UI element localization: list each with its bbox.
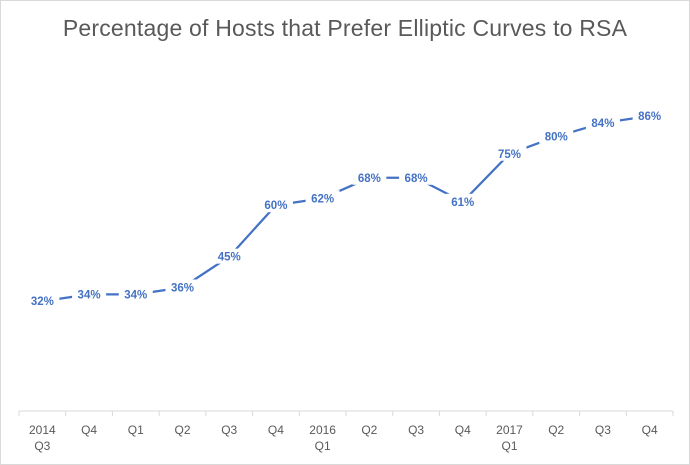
data-label-text: 36% [171, 283, 194, 295]
x-tick-label-line: Q2 [361, 423, 377, 437]
x-tick-label-line: Q3 [408, 423, 424, 437]
x-tick-label: Q2 [361, 423, 377, 437]
x-tick-label: 2014 Q3 [29, 423, 56, 453]
data-label-background [632, 108, 667, 124]
x-tick-label-line: Q1 [128, 423, 144, 437]
data-label: 36% [165, 279, 200, 295]
data-label-text: 75% [498, 149, 521, 161]
x-tick-label: Q4 [455, 423, 471, 437]
data-label-background [539, 128, 574, 144]
data-label-background [492, 145, 527, 161]
x-tick-label-line: Q3 [221, 423, 237, 437]
data-label-text: 86% [638, 111, 661, 123]
data-label: 80% [539, 128, 574, 144]
x-tick-label: 2016 Q1 [309, 423, 336, 453]
data-label-text: 80% [545, 132, 568, 144]
x-tick-label: Q2 [548, 423, 564, 437]
data-label: 34% [118, 286, 153, 302]
series-line [42, 114, 650, 303]
data-label: 86% [632, 108, 667, 124]
data-label-text: 61% [451, 197, 474, 209]
data-label-background [72, 286, 107, 302]
x-tick-label-line: Q3 [595, 423, 611, 437]
x-tick-label-line: 2014 [29, 423, 56, 437]
x-axis-ticks [18, 411, 674, 416]
data-label-background [25, 293, 60, 309]
x-tick-label-line: Q2 [174, 423, 190, 437]
data-label: 75% [492, 145, 527, 161]
data-label-background [212, 248, 247, 264]
data-label-text: 68% [358, 173, 381, 185]
x-axis-labels: 2014 Q3 Q4 Q1 Q2 Q3 Q4 2016 Q1 Q2 Q3 Q4 2017 Q1 Q2 Q3 Q4 [29, 423, 658, 453]
x-tick-label-line: 2016 [309, 423, 336, 437]
x-tick-label: Q4 [642, 423, 658, 437]
data-label-text: 32% [31, 296, 54, 308]
data-label-text: 62% [311, 193, 334, 205]
x-tick-label-line: Q4 [642, 423, 658, 437]
data-label: 68% [399, 169, 434, 185]
data-label: 61% [445, 193, 480, 209]
x-tick-label-line: 2017 [496, 423, 523, 437]
x-tick-label-line: Q4 [81, 423, 97, 437]
x-tick-label: 2017 Q1 [496, 423, 523, 453]
data-label: 68% [352, 169, 387, 185]
x-tick-label: Q4 [268, 423, 284, 437]
x-tick-label-line: Q4 [455, 423, 471, 437]
data-label-background [445, 193, 480, 209]
x-tick-label-line: Q1 [501, 439, 517, 453]
data-label: 84% [585, 114, 620, 130]
data-labels: 32% 34% 34% 36% 45% 60% 62% 68% 68% 61% 75% 80% 84% 8… [25, 108, 667, 309]
data-label: 62% [305, 190, 340, 206]
x-tick-label: Q1 [128, 423, 144, 437]
data-label-background [118, 286, 153, 302]
x-tick-label: Q4 [81, 423, 97, 437]
data-label: 32% [25, 293, 60, 309]
data-label-text: 45% [218, 252, 241, 264]
x-tick-label: Q3 [221, 423, 237, 437]
data-label: 60% [258, 197, 293, 213]
x-tick-label-line: Q2 [548, 423, 564, 437]
data-label-background [585, 114, 620, 130]
x-tick-label: Q2 [174, 423, 190, 437]
data-label-text: 34% [78, 289, 101, 301]
data-label-background [165, 279, 200, 295]
x-tick-label-line: Q4 [268, 423, 284, 437]
data-label-background [399, 169, 434, 185]
data-label-text: 84% [591, 118, 614, 130]
x-tick-label: Q3 [408, 423, 424, 437]
data-label-text: 68% [405, 173, 428, 185]
x-tick-label: Q3 [595, 423, 611, 437]
chart-title: Percentage of Hosts that Prefer Elliptic… [62, 15, 628, 41]
x-tick-label-line: Q1 [315, 439, 331, 453]
data-label-background [305, 190, 340, 206]
data-label: 45% [212, 248, 247, 264]
data-label-background [352, 169, 387, 185]
x-tick-label-line: Q3 [34, 439, 50, 453]
data-label-background [258, 197, 293, 213]
data-label: 34% [72, 286, 107, 302]
data-label-text: 60% [264, 200, 287, 212]
data-label-text: 34% [124, 289, 147, 301]
